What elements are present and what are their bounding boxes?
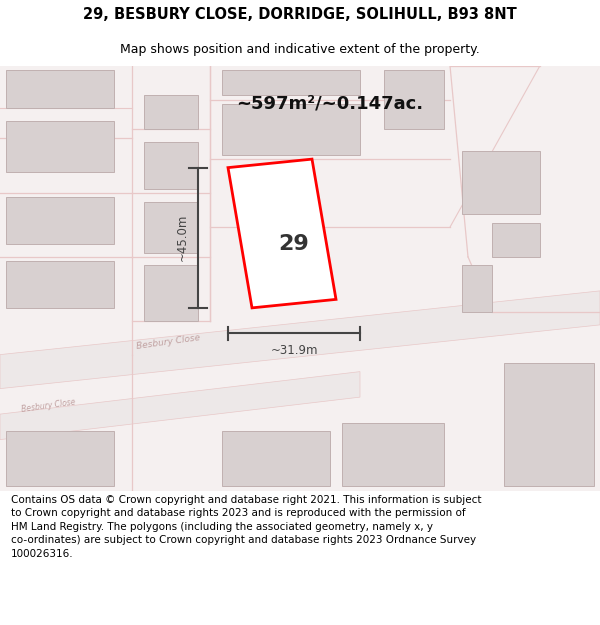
Polygon shape <box>504 363 594 486</box>
Text: Besbury Close: Besbury Close <box>136 333 200 351</box>
Polygon shape <box>228 159 336 308</box>
Polygon shape <box>6 198 114 244</box>
Polygon shape <box>384 70 444 129</box>
Polygon shape <box>222 431 330 486</box>
Text: ~597m²/~0.147ac.: ~597m²/~0.147ac. <box>236 95 424 113</box>
Polygon shape <box>462 151 540 214</box>
Polygon shape <box>0 291 600 389</box>
Polygon shape <box>6 261 114 308</box>
Text: Besbury Close: Besbury Close <box>20 398 76 414</box>
Text: Map shows position and indicative extent of the property.: Map shows position and indicative extent… <box>120 42 480 56</box>
Text: Contains OS data © Crown copyright and database right 2021. This information is : Contains OS data © Crown copyright and d… <box>11 494 481 559</box>
Polygon shape <box>6 121 114 172</box>
Polygon shape <box>222 70 360 96</box>
Polygon shape <box>144 202 198 252</box>
Polygon shape <box>342 422 444 486</box>
Polygon shape <box>462 266 492 312</box>
Polygon shape <box>144 96 198 129</box>
Polygon shape <box>222 104 360 155</box>
Text: ~31.9m: ~31.9m <box>270 344 318 357</box>
Text: 29: 29 <box>278 234 310 254</box>
Text: ~45.0m: ~45.0m <box>176 214 189 261</box>
Polygon shape <box>6 431 114 486</box>
Polygon shape <box>0 372 360 439</box>
Polygon shape <box>144 142 198 189</box>
Polygon shape <box>144 266 198 321</box>
Text: 29, BESBURY CLOSE, DORRIDGE, SOLIHULL, B93 8NT: 29, BESBURY CLOSE, DORRIDGE, SOLIHULL, B… <box>83 7 517 22</box>
Polygon shape <box>492 223 540 257</box>
Polygon shape <box>6 70 114 108</box>
